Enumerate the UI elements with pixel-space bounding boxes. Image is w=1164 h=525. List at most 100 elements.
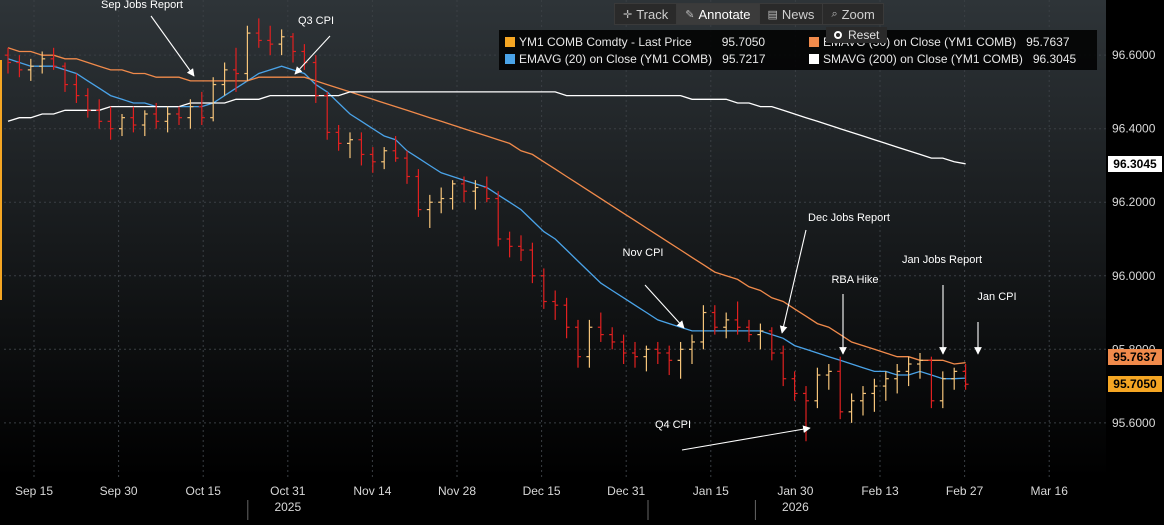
ohlc-bar — [609, 327, 616, 350]
ohlc-bar — [461, 176, 467, 203]
annotate-button[interactable]: ✎ Annotate — [677, 4, 760, 24]
ohlc-bar — [73, 73, 80, 103]
ohlc-bar — [472, 180, 479, 210]
ohlc-bar — [620, 334, 627, 365]
chart-toolbar: ✛ Track ✎ Annotate ▤ News ⌕ Zoom — [614, 3, 884, 25]
ohlc-bar — [768, 327, 775, 361]
y-tick-label: 95.6000 — [1112, 416, 1156, 430]
x-tick-label: Mar 16 — [1031, 484, 1069, 498]
ohlc-bar — [176, 106, 182, 126]
ohlc-bar — [84, 88, 91, 118]
ohlc-bar — [746, 319, 752, 342]
x-tick-label: Jan 15 — [693, 484, 729, 498]
ohlc-bar — [107, 106, 114, 140]
ohlc-bar — [278, 29, 285, 56]
annotation[interactable]: Sep Jobs Report — [101, 0, 195, 77]
annotation-label: Dec Jobs Report — [808, 212, 890, 224]
ohlc-bar — [267, 25, 274, 56]
ohlc-bar — [677, 341, 684, 379]
ohlc-bar — [962, 364, 969, 390]
ohlc-bar — [255, 18, 262, 48]
ohlc-bar — [939, 371, 946, 409]
ohlc-bar — [848, 393, 855, 423]
annotation-label: Q3 CPI — [298, 15, 334, 27]
price-tag: 96.3045 — [1108, 155, 1162, 172]
reset-label: Reset — [848, 28, 880, 42]
legend-value: 95.7217 — [722, 52, 766, 66]
ohlc-bar — [882, 371, 889, 401]
ohlc-bar — [96, 99, 103, 129]
ohlc-bar — [506, 231, 513, 258]
ohlc-bar — [654, 341, 661, 365]
ohlc-bar — [358, 132, 365, 166]
x-tick-label: Dec 15 — [523, 484, 561, 498]
ohlc-bar — [290, 33, 296, 63]
reset-icon — [834, 31, 842, 39]
ohlc-bar — [153, 102, 160, 129]
legend-value: 95.7637 — [1026, 35, 1070, 49]
annotation-label: RBA Hike — [831, 274, 878, 286]
price-tag: 95.7637 — [1108, 349, 1162, 365]
reset-button[interactable]: Reset — [826, 27, 888, 43]
ohlc-bar — [540, 268, 547, 309]
annotation[interactable]: Jan Jobs Report — [902, 254, 982, 355]
legend-swatch — [809, 37, 819, 47]
year-label: 2026 — [782, 500, 809, 514]
ohlc-bar — [791, 371, 798, 401]
annotation[interactable]: Dec Jobs Report — [779, 212, 890, 334]
x-tick-label: Dec 31 — [607, 484, 645, 498]
ohlc-bar — [392, 136, 399, 162]
x-tick-label: Feb 27 — [946, 484, 984, 498]
legend-value: 96.3045 — [1032, 52, 1077, 66]
x-tick-label: Oct 31 — [270, 484, 306, 498]
ohlc-bar — [164, 106, 171, 133]
annotation-label: Jan Jobs Report — [902, 254, 982, 266]
ohlc-bar — [5, 47, 11, 74]
legend-item-emavg-20[interactable]: EMAVG (20) on Close (YM1 COMB) 95.7217 — [505, 51, 766, 67]
ohlc-bar — [381, 147, 388, 170]
ohlc-bar — [119, 113, 125, 137]
x-tick-label: Sep 30 — [100, 484, 138, 498]
ohlc-bar — [928, 356, 935, 409]
legend-label: EMAVG (20) on Close (YM1 COMB) — [519, 52, 713, 66]
ohlc-bar — [597, 312, 604, 342]
annotation-arrow — [681, 425, 811, 451]
track-button[interactable]: ✛ Track — [615, 4, 678, 24]
x-tick-label: Feb 13 — [861, 484, 899, 498]
legend-swatch — [505, 54, 515, 64]
legend-item-smavg-200[interactable]: SMAVG (200) on Close (YM1 COMB) 96.3045 — [809, 51, 1076, 67]
zoom-button[interactable]: ⌕ Zoom — [823, 4, 882, 24]
ohlc-bar — [860, 386, 866, 416]
ohlc-bar — [187, 99, 194, 129]
annotation[interactable]: Q4 CPI — [655, 419, 811, 451]
x-tick-label: Jan 30 — [777, 484, 813, 498]
ohlc-bar — [210, 77, 217, 122]
series-line-3 — [7, 91, 966, 165]
ohlc-bar — [438, 187, 445, 214]
ohlc-bar — [335, 125, 342, 151]
left-edge-marker — [0, 60, 2, 300]
ohlc-bar — [347, 132, 353, 159]
annotation[interactable]: Nov CPI — [623, 247, 685, 329]
annotation-arrow — [294, 35, 331, 75]
legend-label: YM1 COMB Comdty - Last Price — [519, 35, 692, 49]
annotation[interactable]: RBA Hike — [831, 274, 879, 355]
ohlc-bar — [723, 312, 730, 339]
legend-item-last-price[interactable]: YM1 COMB Comdty - Last Price 95.7050 — [505, 34, 765, 50]
ohlc-bar — [689, 334, 695, 365]
price-bars — [5, 18, 969, 442]
ohlc-bar — [312, 55, 319, 103]
annotation[interactable]: Q3 CPI — [294, 15, 334, 75]
annotation-label: Sep Jobs Report — [101, 0, 183, 11]
ohlc-bar — [495, 191, 502, 247]
x-axis-band — [0, 478, 1164, 525]
legend-label: SMAVG (200) on Close (YM1 COMB) — [823, 52, 1023, 66]
ohlc-bar — [244, 25, 251, 81]
news-button[interactable]: ▤ News — [760, 4, 824, 24]
annotation-label: Q4 CPI — [655, 419, 691, 431]
annotation[interactable]: Jan CPI — [974, 291, 1017, 355]
y-tick-label: 96.2000 — [1112, 195, 1156, 209]
ohlc-bar — [825, 364, 832, 390]
annotation-arrow — [779, 229, 807, 334]
